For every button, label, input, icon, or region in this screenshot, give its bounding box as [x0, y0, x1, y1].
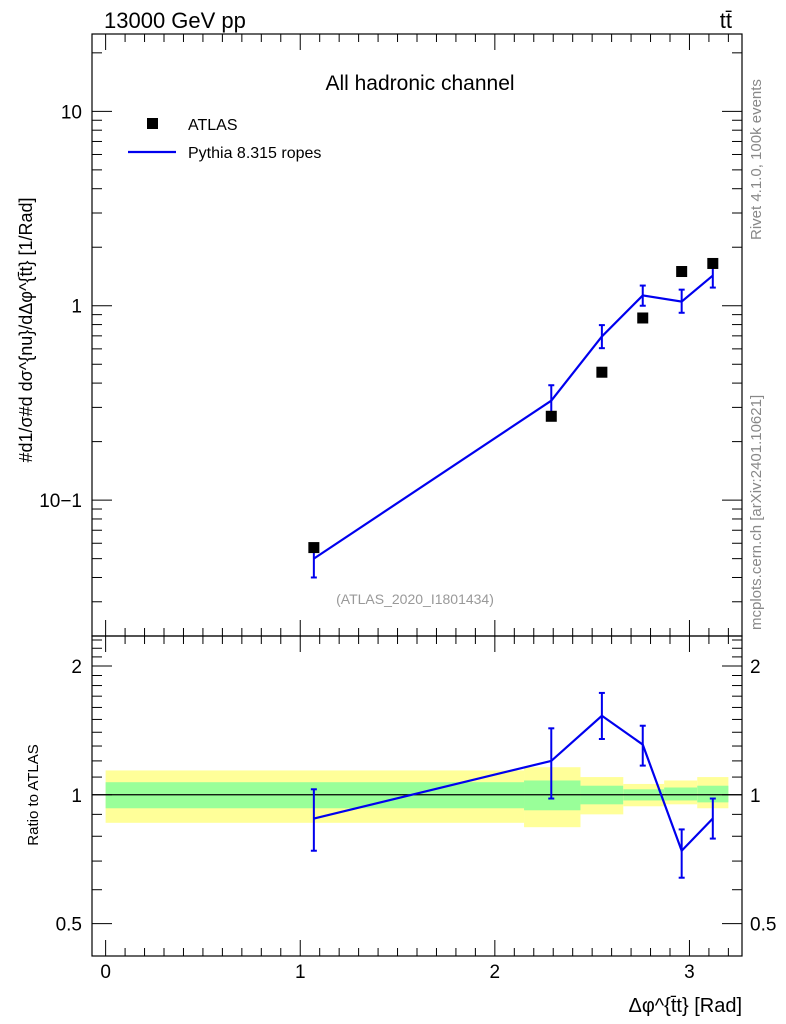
ratio-errorbar: [709, 797, 716, 840]
analysis-tag: (ATLAS_2020_I1801434): [336, 591, 494, 607]
ratio-ylabel: Ratio to ATLAS: [25, 744, 42, 845]
y-tick-label-right: 1: [750, 786, 761, 807]
ratio-errorbar: [639, 724, 646, 767]
ratio-axis-ticks: 0 1 2 3 0.5 0.5 1 1 2 2: [56, 636, 776, 983]
ratio-errorbar: [548, 727, 555, 800]
process-label: tt̄: [720, 8, 732, 33]
band-inner: [697, 785, 729, 803]
legend-atlas-label: ATLAS: [188, 117, 238, 134]
y-tick-label: 2: [71, 657, 82, 678]
legend: ATLAS Pythia 8.315 ropes: [128, 117, 321, 162]
main-ylabel: #d1/σ#d dσ^{nu}/dΔφ^{t̄t} [1/Rad]: [16, 198, 36, 463]
legend-pythia-label: Pythia 8.315 ropes: [188, 145, 321, 162]
atlas-point: [707, 257, 719, 269]
ratio-errorbar: [678, 828, 685, 879]
x-tick-label: 1: [295, 962, 306, 983]
main-title: All hadronic channel: [325, 72, 514, 95]
mc-line: [313, 274, 714, 560]
y-tick-label-right: 2: [750, 657, 761, 678]
y-tick-label: 10: [61, 102, 82, 123]
ratio-errorbar: [310, 788, 317, 852]
main-data-marks: [308, 257, 719, 579]
x-axis-label: Δφ^{t̄t} [Rad]: [628, 995, 742, 1017]
ratio-panel: [92, 767, 742, 828]
main-axis-ticks: 10−1 1 10: [39, 34, 742, 637]
atlas-point: [676, 266, 688, 278]
atlas-point: [545, 410, 557, 422]
atlas-point: [637, 312, 649, 324]
mc-errorbar: [598, 324, 605, 350]
atlas-point: [596, 366, 608, 378]
x-tick-label: 3: [684, 962, 695, 983]
atlas-point: [308, 542, 320, 554]
mc-errorbar: [678, 288, 685, 314]
mc-errorbar: [639, 284, 646, 307]
ratio-data-marks: [310, 691, 716, 879]
y-tick-label: 0.5: [56, 915, 82, 936]
x-tick-label: 2: [490, 962, 501, 983]
band-inner: [664, 787, 698, 801]
y-tick-label: 1: [71, 786, 82, 807]
y-tick-label: 10−1: [39, 491, 82, 512]
source-label: mcplots.cern.ch [arXiv:2401.10621]: [748, 395, 765, 630]
y-tick-label: 1: [71, 297, 82, 318]
ratio-line: [313, 714, 714, 853]
legend-atlas-marker: [147, 118, 158, 129]
y-tick-label-right: 0.5: [750, 915, 776, 936]
x-tick-label: 0: [100, 962, 111, 983]
rivet-label: Rivet 4.1.0, 100k events: [748, 79, 765, 240]
energy-label: 13000 GeV pp: [104, 8, 246, 33]
ratio-errorbar: [598, 691, 605, 741]
